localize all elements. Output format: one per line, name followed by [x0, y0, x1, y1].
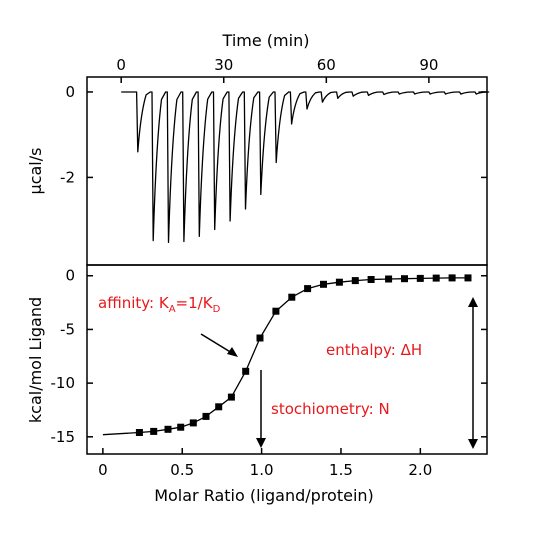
thermogram-line [121, 91, 490, 244]
enthalpy-tick-label: -10 [51, 374, 76, 392]
isotherm-data-point [288, 293, 296, 301]
molar-ratio-axis-title: Molar Ratio (ligand/protein) [154, 486, 374, 505]
thermogram-trace [121, 91, 490, 244]
stoichiometry-arrow-head [256, 438, 266, 448]
enthalpy-arrow-head-down [468, 439, 478, 449]
affinity-arrow-line [200, 333, 233, 354]
time-tick-label: 60 [317, 56, 336, 74]
isotherm-data-point [320, 280, 327, 288]
power-tick-label: -2 [60, 168, 75, 186]
molar-ratio-tick-label: 1.0 [250, 461, 274, 479]
molar-ratio-tick-label: 1.5 [329, 461, 353, 479]
time-tick-label: 30 [214, 56, 233, 74]
isotherm-data-point [215, 403, 223, 411]
time-axis-title: Time (min) [222, 31, 310, 50]
isotherm-data-point [416, 274, 424, 282]
power-tick-label: 0 [65, 83, 75, 101]
isotherm-data-point [351, 277, 359, 285]
isotherm-data-point [256, 334, 264, 342]
enthalpy-annotation: enthalpy: ΔH [326, 341, 422, 359]
power-axis-title: μcal/s [26, 148, 45, 195]
isotherm-data-point [202, 412, 210, 420]
enthalpy-arrow-head-up [468, 297, 478, 307]
affinity-annotation: affinity: KA=1/KD [98, 294, 221, 315]
affinity-arrow-head [227, 347, 238, 357]
isotherm-data-point [189, 419, 197, 427]
stoichiometry-annotation: stochiometry: N [271, 400, 390, 418]
isotherm-data-point [464, 274, 472, 282]
isotherm-ticks [87, 274, 487, 454]
isotherm-data-point [135, 429, 143, 436]
isotherm-data-point [385, 275, 393, 283]
isotherm-data-point [401, 275, 408, 283]
isotherm-data-point [227, 393, 235, 401]
molar-ratio-tick-label: 2.0 [408, 461, 432, 479]
enthalpy-axis-title: kcal/mol Ligand [26, 297, 45, 423]
isotherm-data-point [448, 274, 456, 282]
isotherm-data-point [432, 274, 440, 282]
isotherm-data-point [304, 285, 312, 293]
time-tick-label: 90 [419, 56, 438, 74]
isotherm-data-point [177, 423, 185, 431]
isotherm-data-point [367, 276, 375, 283]
isotherm-points [135, 274, 472, 436]
isotherm-data-point [242, 367, 250, 375]
time-tick-label: 0 [116, 56, 126, 74]
thermogram-ticks [87, 77, 487, 179]
isotherm-data-point [150, 427, 158, 435]
thermogram-frame [86, 76, 488, 266]
isotherm-data-point [164, 425, 172, 433]
enthalpy-tick-label: -15 [51, 428, 76, 446]
isotherm-data-point [335, 278, 343, 286]
isotherm-data-point [272, 307, 280, 315]
enthalpy-tick-label: 0 [65, 267, 75, 285]
isotherm-frame [86, 264, 488, 455]
molar-ratio-tick-label: 0.5 [170, 461, 194, 479]
molar-ratio-tick-label: 0 [98, 461, 108, 479]
enthalpy-tick-label: -5 [60, 320, 75, 338]
